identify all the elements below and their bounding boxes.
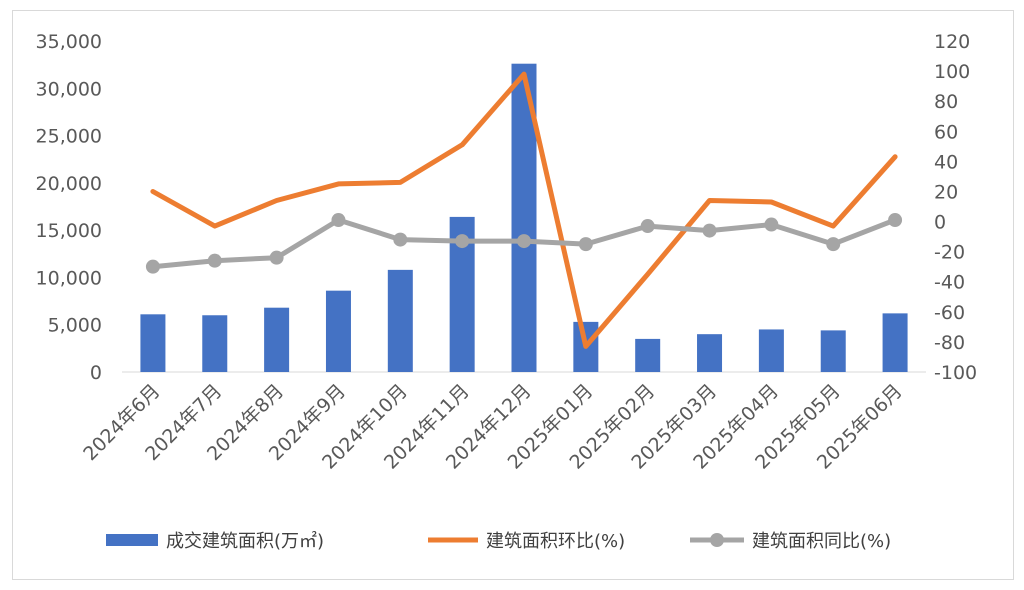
bar (264, 307, 290, 372)
bar (387, 269, 413, 372)
line-series (145, 71, 903, 349)
bar-series (140, 63, 908, 372)
left-axis-ticks: 0 5,000 10,000 15,000 20,000 25,000 30,000 35,0… (36, 31, 102, 384)
left-tick-label: 20,000 (36, 173, 102, 195)
legend: 成交建筑面积(万㎡) 建筑面积环比(%) 建筑面积同比(%) (106, 530, 891, 552)
legend-label-bar: 成交建筑面积(万㎡) (166, 530, 324, 552)
legend-swatch-yoy-marker (710, 533, 724, 547)
right-tick-label: -80 (934, 332, 965, 354)
yoy-point (826, 237, 841, 252)
yoy-point (888, 213, 903, 228)
bar (697, 334, 723, 372)
yoy-point (764, 217, 779, 232)
yoy-point (578, 237, 593, 252)
bar (325, 290, 351, 372)
legend-swatch-bar (106, 534, 158, 546)
right-tick-label: 60 (934, 121, 958, 143)
yoy-point (207, 253, 222, 268)
left-tick-label: 30,000 (36, 78, 102, 100)
bar (635, 338, 661, 372)
mom-line (150, 71, 898, 349)
left-tick-label: 0 (90, 362, 102, 384)
right-tick-label: -100 (934, 362, 977, 384)
yoy-point (393, 232, 408, 247)
yoy-point (702, 223, 717, 238)
right-tick-label: 80 (934, 91, 958, 113)
yoy-point (269, 250, 284, 265)
left-tick-label: 5,000 (48, 315, 102, 337)
yoy-point (331, 213, 346, 228)
yoy-point (455, 234, 470, 249)
right-tick-label: -20 (934, 242, 965, 264)
left-tick-label: 25,000 (36, 126, 102, 148)
left-tick-label: 35,000 (36, 31, 102, 53)
bar (202, 315, 228, 372)
x-axis-ticks: 2024年6月2024年7月2024年8月2024年9月2024年10月2024… (79, 380, 906, 474)
yoy-point (517, 234, 531, 249)
right-tick-label: 20 (934, 181, 958, 203)
right-tick-label: 40 (934, 151, 958, 173)
left-tick-label: 15,000 (36, 220, 102, 242)
right-axis-ticks: -100 -80 -60 -40 -20 0 20 40 60 80 100 120 (934, 31, 977, 384)
right-tick-label: -60 (934, 302, 965, 324)
right-tick-label: 0 (934, 212, 946, 234)
yoy-point (145, 259, 160, 274)
right-tick-label: 120 (934, 31, 970, 53)
legend-label-yoy: 建筑面积同比(%) (752, 531, 891, 552)
bar (140, 314, 166, 372)
right-tick-label: 100 (934, 61, 970, 83)
yoy-point (640, 219, 655, 234)
left-tick-label: 10,000 (36, 267, 102, 289)
bar (758, 329, 784, 372)
right-tick-label: -40 (934, 272, 965, 294)
legend-label-mom: 建筑面积环比(%) (486, 531, 625, 552)
bar (820, 330, 846, 372)
bar (882, 313, 908, 372)
